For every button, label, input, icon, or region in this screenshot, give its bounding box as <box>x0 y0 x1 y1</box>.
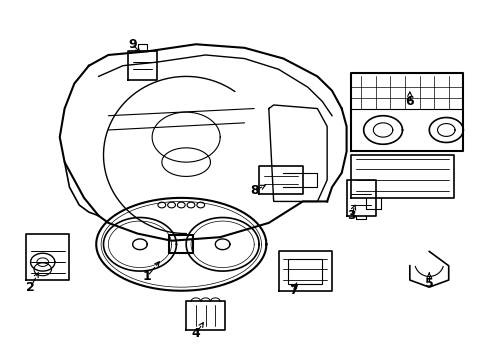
Text: 5: 5 <box>424 277 433 290</box>
Bar <box>169 235 193 253</box>
Text: 1: 1 <box>142 270 151 283</box>
Text: 4: 4 <box>191 327 200 340</box>
Text: 3: 3 <box>346 209 355 222</box>
Text: 8: 8 <box>249 184 258 197</box>
Text: 2: 2 <box>26 281 35 294</box>
Text: 7: 7 <box>288 284 297 297</box>
Bar <box>287 258 322 284</box>
Text: 6: 6 <box>405 95 413 108</box>
Text: 9: 9 <box>128 38 137 51</box>
